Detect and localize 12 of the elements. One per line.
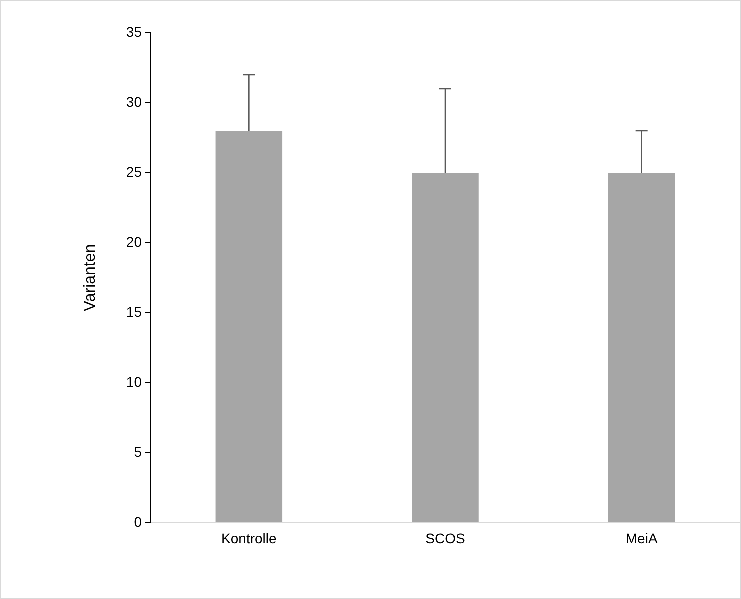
y-tick-label: 20 bbox=[126, 234, 142, 250]
x-tick-label: SCOS bbox=[426, 530, 466, 546]
y-tick-label: 15 bbox=[126, 304, 142, 320]
y-tick-label: 35 bbox=[126, 24, 142, 40]
y-tick-label: 10 bbox=[126, 374, 142, 390]
y-tick-label: 25 bbox=[126, 164, 142, 180]
x-tick-label: MeiA bbox=[626, 530, 658, 546]
y-axis-title: Varianten bbox=[82, 244, 100, 312]
x-tick-label: Kontrolle bbox=[222, 530, 278, 546]
y-tick-label: 0 bbox=[134, 514, 142, 530]
y-tick-label: 30 bbox=[126, 94, 142, 110]
y-tick-label: 5 bbox=[134, 444, 142, 460]
